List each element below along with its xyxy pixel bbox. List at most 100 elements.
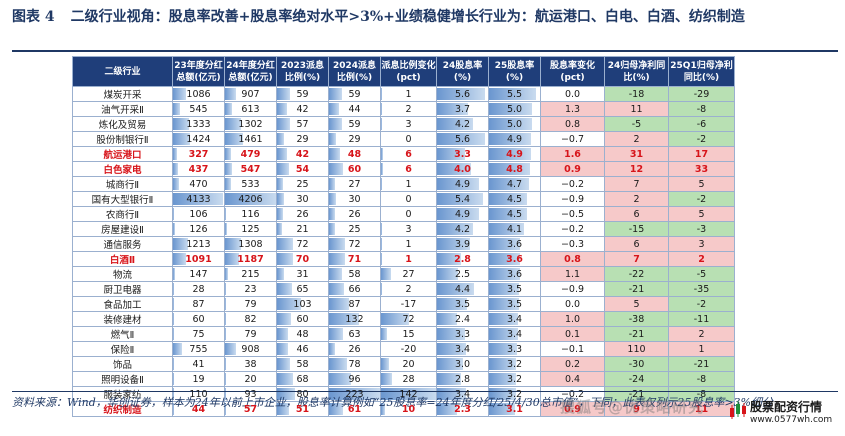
cell-value: 4.4 <box>454 283 471 295</box>
cell-value: 58 <box>348 268 361 280</box>
cell-payout24: 71 <box>328 251 381 267</box>
cell-yield25: 3.6 <box>488 266 541 282</box>
data-bar <box>329 163 343 175</box>
industry-name: 保险Ⅱ <box>72 341 173 357</box>
column-header: 24股息率(%) <box>436 56 489 87</box>
cell-payout24: 63 <box>328 326 381 342</box>
cell-payout23: 103 <box>276 296 329 312</box>
cell-np24: 11 <box>604 101 669 117</box>
data-bar <box>489 208 528 220</box>
cell-div24: 4206 <box>224 191 277 207</box>
table-row: 煤炭开采 1086 907 59 59 1 5.6 5.5 0.0 -18 -29 <box>72 86 735 102</box>
cell-div23: 1333 <box>172 116 225 132</box>
cell-value: 470 <box>189 178 208 190</box>
cell-value: 1302 <box>238 118 263 130</box>
data-bar <box>437 148 466 160</box>
cell-value: 106 <box>189 208 208 220</box>
cell-div24: 533 <box>224 176 277 192</box>
cell-yield-change: 0.4 <box>540 371 605 387</box>
cell-payout24: 59 <box>328 86 381 102</box>
table-row: 饰品 41 38 58 78 20 3.0 3.2 0.2 -30 -21 <box>72 356 735 372</box>
cell-value: -17 <box>400 298 417 310</box>
cell-value: 1213 <box>186 238 211 250</box>
cell-div24: 79 <box>224 296 277 312</box>
cell-yield25: 4.9 <box>488 146 541 162</box>
cell-yield24: 3.7 <box>436 101 489 117</box>
data-bar <box>437 133 485 145</box>
cell-value: 1187 <box>237 253 264 265</box>
cell-yield24: 3.0 <box>436 356 489 372</box>
cell-div24: 20 <box>224 371 277 387</box>
table-row: 纺织制造 44 57 51 61 10 2.3 3.1 0.9 9 11 <box>72 401 735 417</box>
data-bar <box>225 178 232 190</box>
cell-np24: -30 <box>604 356 669 372</box>
data-bar <box>489 358 517 370</box>
cell-value: 116 <box>241 208 260 220</box>
data-bar <box>437 103 469 115</box>
cell-div23: 1213 <box>172 236 225 252</box>
cell-value: 1424 <box>186 133 211 145</box>
cell-value: 3.6 <box>506 238 523 250</box>
cell-value: 3.6 <box>506 253 523 265</box>
cell-div23: 1424 <box>172 131 225 147</box>
cell-yield-change: 0.8 <box>540 116 605 132</box>
cell-value: 110 <box>189 388 208 400</box>
cell-div23: 106 <box>172 206 225 222</box>
cell-payout24: 72 <box>328 236 381 252</box>
cell-value: 2.8 <box>454 253 471 265</box>
cell-value: 533 <box>241 178 260 190</box>
cell-value: 4.9 <box>506 148 523 160</box>
cell-yield24: 2.5 <box>436 266 489 282</box>
data-bar <box>381 163 384 175</box>
cell-value: 20 <box>402 358 415 370</box>
cell-np25q1: -29 <box>668 86 735 102</box>
cell-value: 755 <box>189 343 208 355</box>
data-bar <box>277 133 284 145</box>
cell-payout23: 60 <box>276 311 329 327</box>
cell-yield24: 5.4 <box>436 191 489 207</box>
cell-np25q1: -8 <box>668 101 735 117</box>
data-bar <box>277 328 288 340</box>
cell-value: 1 <box>405 178 412 190</box>
cell-value: 3.4 <box>506 313 523 325</box>
cell-value: 3.0 <box>454 358 471 370</box>
industry-name: 农商行Ⅱ <box>72 206 173 222</box>
cell-yield-change: −0.1 <box>540 341 605 357</box>
cell-value: 4.2 <box>454 223 471 235</box>
cell-yield24: 4.2 <box>436 116 489 132</box>
data-bar <box>173 298 175 310</box>
cell-payout24: 132 <box>328 311 381 327</box>
data-bar <box>277 193 284 205</box>
cell-value: 58 <box>296 358 309 370</box>
data-bar <box>225 268 228 280</box>
cell-value: 5.6 <box>454 133 471 145</box>
data-bar <box>225 193 276 205</box>
data-bar <box>329 373 351 385</box>
table-row: 航运港口 327 479 42 48 6 3.3 4.9 1.6 31 17 <box>72 146 735 162</box>
column-header: 股息率变化(pct) <box>540 56 605 87</box>
industry-name: 食品加工 <box>72 296 173 312</box>
cell-np24: -15 <box>604 221 669 237</box>
table-row: 燃气Ⅱ 75 79 48 63 15 3.3 3.4 0.1 -21 2 <box>72 326 735 342</box>
table-row: 物流 147 215 31 58 27 2.5 3.6 1.1 -22 -5 <box>72 266 735 282</box>
cell-value: 1 <box>405 238 412 250</box>
data-bar <box>381 358 389 370</box>
cell-yield24: 5.6 <box>436 86 489 102</box>
cell-value: 31 <box>296 268 309 280</box>
data-bar <box>329 253 346 265</box>
cell-yield-change: −0.9 <box>540 281 605 297</box>
cell-value: 1 <box>405 253 412 265</box>
data-bar <box>277 343 288 355</box>
data-bar <box>381 148 384 160</box>
data-bar <box>173 163 179 175</box>
data-bar <box>437 298 467 310</box>
data-bar <box>489 223 524 235</box>
data-bar <box>489 253 520 265</box>
cell-value: 613 <box>241 103 260 115</box>
data-bar <box>381 103 382 115</box>
data-bar <box>225 328 226 340</box>
column-header: 派息比例变化(pct) <box>380 56 437 87</box>
column-header: 二级行业 <box>72 56 173 87</box>
data-bar <box>437 238 471 250</box>
cell-payout23: 21 <box>276 221 329 237</box>
